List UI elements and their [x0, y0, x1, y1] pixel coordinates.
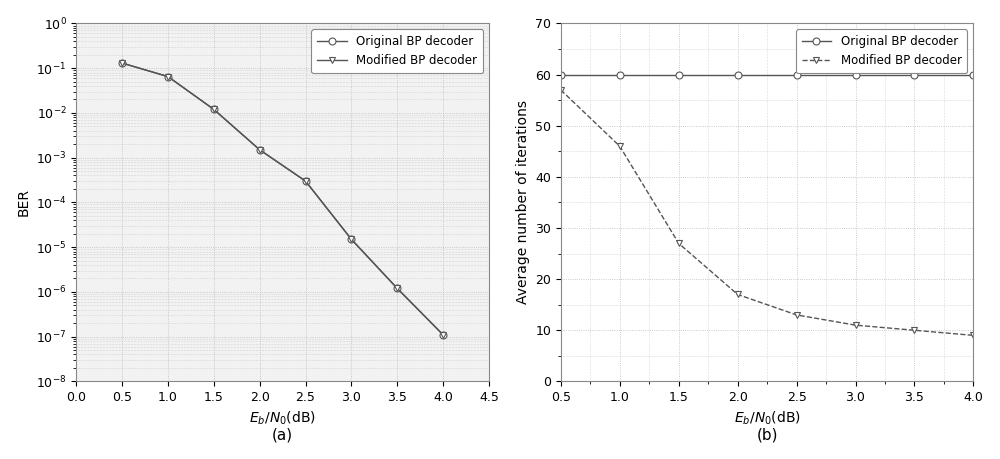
Text: (b): (b) [756, 428, 778, 443]
Modified BP decoder [908, 328, 920, 333]
Modified BP decoder [300, 179, 312, 184]
Modified BP decoder [850, 322, 862, 328]
Modified BP decoder [116, 60, 128, 66]
Modified BP decoder [614, 143, 626, 149]
Original BP decoder [391, 285, 403, 291]
Modified BP decoder [437, 332, 449, 337]
Line: Modified BP decoder: Modified BP decoder [557, 86, 977, 339]
Original BP decoder [300, 179, 312, 184]
Y-axis label: BER: BER [17, 189, 31, 217]
X-axis label: $E_b/N_0$(dB): $E_b/N_0$(dB) [249, 410, 316, 427]
Original BP decoder [345, 236, 357, 242]
Modified BP decoder [345, 236, 357, 242]
Modified BP decoder [208, 106, 220, 112]
Line: Original BP decoder: Original BP decoder [119, 60, 447, 338]
Original BP decoder [254, 147, 266, 152]
Modified BP decoder [673, 241, 685, 246]
Original BP decoder [116, 60, 128, 66]
Y-axis label: Average number of iterations: Average number of iterations [516, 101, 530, 304]
Legend: Original BP decoder, Modified BP decoder: Original BP decoder, Modified BP decoder [796, 29, 967, 73]
Text: (a): (a) [272, 428, 293, 443]
Modified BP decoder [732, 292, 744, 297]
Original BP decoder [791, 72, 803, 78]
Original BP decoder [437, 332, 449, 337]
Line: Original BP decoder: Original BP decoder [557, 71, 977, 78]
Original BP decoder [908, 72, 920, 78]
Modified BP decoder [162, 74, 174, 79]
Modified BP decoder [967, 333, 979, 338]
Legend: Original BP decoder, Modified BP decoder: Original BP decoder, Modified BP decoder [311, 29, 483, 73]
Original BP decoder [673, 72, 685, 78]
Modified BP decoder [391, 285, 403, 291]
Line: Modified BP decoder: Modified BP decoder [119, 60, 447, 338]
Original BP decoder [208, 106, 220, 112]
Modified BP decoder [791, 312, 803, 318]
Original BP decoder [850, 72, 862, 78]
Original BP decoder [555, 72, 567, 78]
Modified BP decoder [254, 147, 266, 152]
Original BP decoder [614, 72, 626, 78]
Original BP decoder [732, 72, 744, 78]
Modified BP decoder [555, 87, 567, 93]
Original BP decoder [162, 74, 174, 79]
X-axis label: $E_b/N_0$(dB): $E_b/N_0$(dB) [734, 410, 801, 427]
Original BP decoder [967, 72, 979, 78]
